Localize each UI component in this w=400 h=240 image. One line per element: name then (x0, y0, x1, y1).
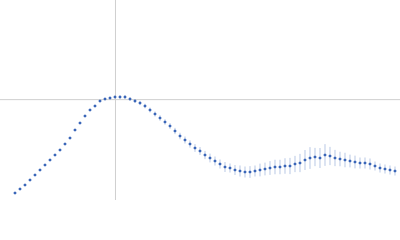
point (143, 104, 147, 108)
point (48, 158, 52, 162)
point (148, 108, 152, 112)
point (343, 158, 347, 162)
point (173, 129, 177, 133)
point (303, 158, 307, 162)
point (233, 168, 237, 172)
point (93, 104, 97, 108)
point (83, 114, 87, 118)
point (198, 149, 202, 153)
point (33, 173, 37, 177)
point (388, 168, 392, 172)
point (273, 165, 277, 169)
point (378, 166, 382, 170)
point (288, 164, 292, 168)
point (78, 121, 82, 125)
point (113, 95, 117, 99)
point (268, 166, 272, 170)
point (123, 95, 127, 99)
point (108, 96, 112, 100)
point (213, 159, 217, 163)
point (163, 120, 167, 124)
point (358, 161, 362, 165)
point (128, 97, 132, 101)
point (28, 178, 32, 182)
point (193, 146, 197, 150)
point (153, 112, 157, 116)
point (43, 163, 47, 167)
point (308, 156, 312, 160)
point (283, 164, 287, 168)
point (253, 169, 257, 173)
point (278, 165, 282, 169)
point (333, 156, 337, 160)
point (118, 95, 122, 99)
point (13, 191, 17, 195)
point (58, 148, 62, 152)
point (63, 142, 67, 146)
point (178, 134, 182, 138)
point (263, 167, 267, 171)
point (238, 169, 242, 173)
point (23, 183, 27, 187)
point (68, 136, 72, 140)
point (138, 101, 142, 105)
point (328, 154, 332, 158)
point (323, 153, 327, 157)
point (73, 128, 77, 132)
point (218, 162, 222, 166)
point (223, 165, 227, 169)
point (318, 156, 322, 160)
point (88, 108, 92, 112)
point (208, 156, 212, 160)
point (393, 169, 397, 173)
point (243, 170, 247, 174)
point (348, 159, 352, 163)
point (133, 99, 137, 103)
point (98, 99, 102, 103)
point (18, 187, 22, 191)
point (183, 138, 187, 142)
point (188, 142, 192, 146)
point (338, 157, 342, 161)
point (368, 162, 372, 166)
point (38, 168, 42, 172)
point (383, 167, 387, 171)
point (203, 153, 207, 157)
point (248, 170, 252, 174)
point (373, 164, 377, 168)
point (298, 161, 302, 165)
point (158, 116, 162, 120)
point (363, 161, 367, 165)
point (313, 155, 317, 159)
point (228, 166, 232, 170)
point (168, 124, 172, 128)
point (353, 160, 357, 164)
chart (0, 0, 400, 200)
point (293, 162, 297, 166)
point (53, 153, 57, 157)
point (103, 97, 107, 101)
point (258, 168, 262, 172)
